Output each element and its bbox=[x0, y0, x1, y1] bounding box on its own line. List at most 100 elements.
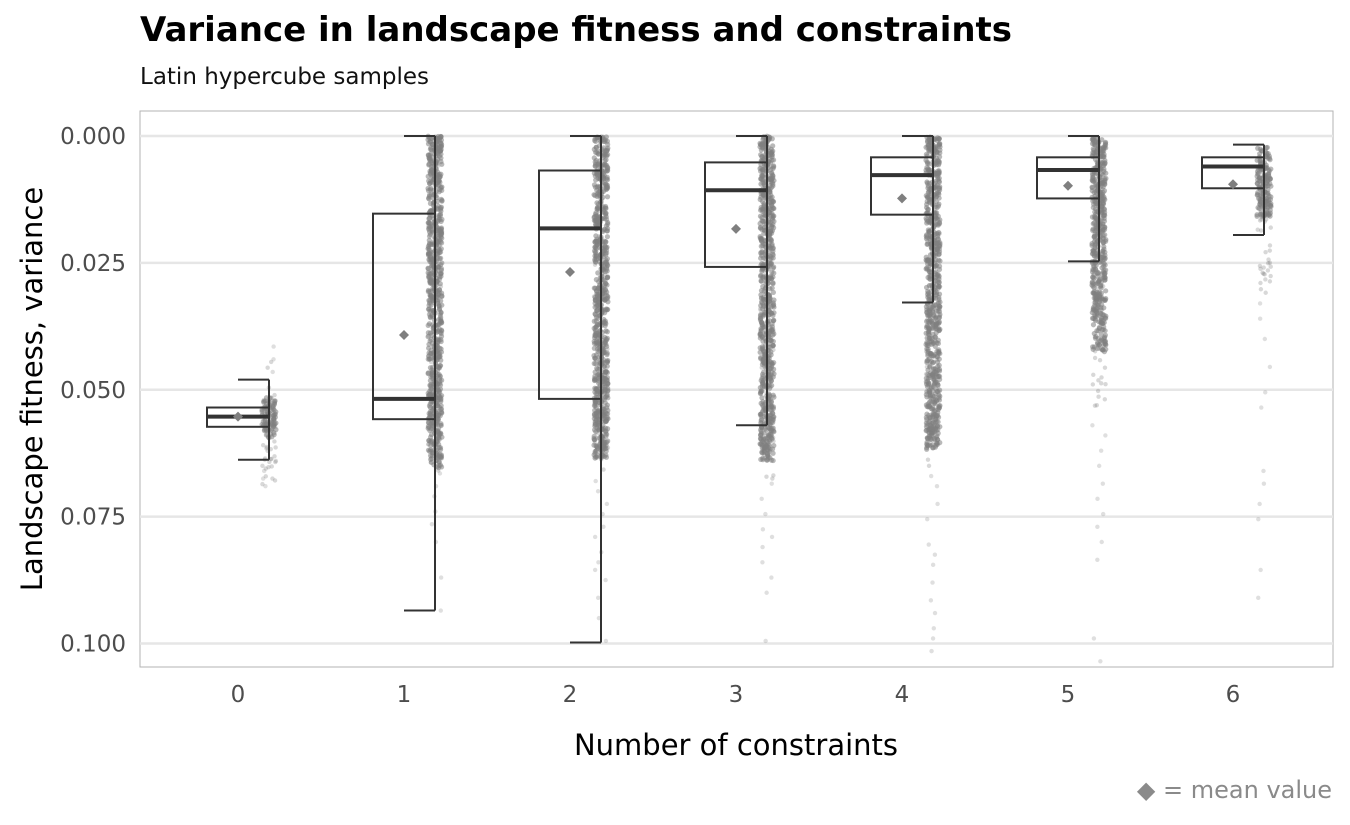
data-point bbox=[1100, 147, 1106, 153]
data-point bbox=[429, 448, 434, 453]
data-point bbox=[438, 422, 444, 429]
data-point bbox=[1094, 286, 1100, 291]
data-point bbox=[428, 442, 434, 449]
data-point bbox=[426, 312, 432, 318]
data-point bbox=[439, 293, 445, 300]
data-point bbox=[273, 458, 279, 464]
data-point bbox=[1091, 289, 1097, 295]
data-point bbox=[764, 474, 769, 479]
data-point bbox=[604, 194, 611, 200]
data-point bbox=[929, 648, 934, 654]
data-point bbox=[1096, 278, 1102, 284]
data-point bbox=[429, 312, 435, 318]
data-point bbox=[435, 179, 441, 186]
data-point bbox=[593, 352, 600, 358]
data-point bbox=[1261, 271, 1266, 276]
data-point bbox=[761, 191, 767, 197]
data-point bbox=[759, 361, 766, 367]
data-point bbox=[1091, 285, 1097, 291]
data-point bbox=[930, 445, 936, 451]
data-point bbox=[261, 399, 267, 405]
data-point bbox=[770, 446, 776, 452]
data-point bbox=[770, 417, 776, 423]
data-point bbox=[603, 577, 608, 583]
data-point bbox=[1266, 167, 1272, 173]
data-point bbox=[758, 377, 764, 384]
data-point bbox=[758, 287, 765, 294]
data-point bbox=[1092, 349, 1098, 354]
data-point bbox=[601, 467, 606, 472]
data-point bbox=[937, 217, 943, 223]
data-point bbox=[436, 430, 442, 436]
data-point bbox=[604, 501, 610, 507]
data-point bbox=[934, 247, 941, 253]
box-layer bbox=[206, 135, 1265, 644]
data-point bbox=[930, 366, 937, 373]
data-point bbox=[937, 284, 943, 290]
data-point bbox=[1102, 277, 1108, 283]
data-point bbox=[1267, 279, 1273, 284]
data-point bbox=[605, 445, 611, 450]
data-point bbox=[926, 403, 932, 409]
data-point bbox=[928, 351, 934, 357]
data-point bbox=[769, 285, 775, 291]
data-point bbox=[757, 313, 764, 319]
data-point bbox=[426, 240, 433, 247]
data-point bbox=[592, 407, 598, 413]
data-point bbox=[759, 420, 764, 425]
data-point bbox=[1265, 191, 1270, 196]
data-point bbox=[1093, 267, 1099, 273]
data-point bbox=[428, 187, 434, 193]
data-point bbox=[593, 277, 599, 283]
data-point bbox=[761, 175, 767, 180]
data-point bbox=[427, 258, 433, 265]
data-point bbox=[1257, 301, 1263, 306]
box bbox=[1036, 156, 1100, 200]
data-point bbox=[924, 346, 930, 352]
data-point bbox=[1103, 381, 1108, 387]
data-point bbox=[427, 401, 433, 407]
data-point bbox=[761, 324, 767, 330]
data-point bbox=[438, 231, 445, 237]
data-point bbox=[269, 464, 274, 469]
data-point bbox=[763, 638, 768, 644]
data-point bbox=[429, 367, 435, 373]
data-point bbox=[273, 411, 278, 416]
data-point bbox=[1096, 463, 1102, 469]
data-point bbox=[1101, 349, 1108, 355]
grid-layer bbox=[139, 110, 1334, 668]
data-point bbox=[602, 272, 608, 277]
data-point bbox=[439, 410, 444, 416]
data-point bbox=[936, 305, 942, 312]
data-point bbox=[604, 377, 609, 383]
data-point bbox=[758, 165, 763, 170]
data-point bbox=[426, 195, 432, 201]
data-point bbox=[1267, 243, 1273, 248]
data-point bbox=[435, 387, 441, 393]
data-point bbox=[603, 250, 609, 256]
data-point bbox=[924, 445, 930, 451]
data-point bbox=[768, 384, 774, 389]
data-point bbox=[439, 184, 444, 190]
data-point bbox=[272, 439, 277, 444]
data-point bbox=[439, 161, 445, 167]
data-point bbox=[593, 338, 599, 344]
data-point bbox=[928, 358, 935, 364]
data-point bbox=[438, 284, 444, 289]
data-point bbox=[596, 310, 601, 316]
chart-caption: ◆ = mean value bbox=[1136, 776, 1332, 804]
data-point bbox=[604, 359, 610, 365]
data-point bbox=[267, 459, 272, 465]
data-point bbox=[1255, 227, 1260, 232]
data-point bbox=[937, 275, 942, 280]
data-point bbox=[595, 340, 600, 345]
data-point bbox=[595, 270, 601, 276]
chart-subtitle: Latin hypercube samples bbox=[140, 64, 429, 90]
data-point bbox=[604, 174, 610, 181]
data-point bbox=[928, 305, 934, 312]
data-point bbox=[762, 222, 768, 228]
data-point bbox=[764, 457, 770, 463]
data-point bbox=[1259, 217, 1264, 222]
data-point bbox=[767, 442, 772, 447]
data-point bbox=[594, 365, 600, 371]
